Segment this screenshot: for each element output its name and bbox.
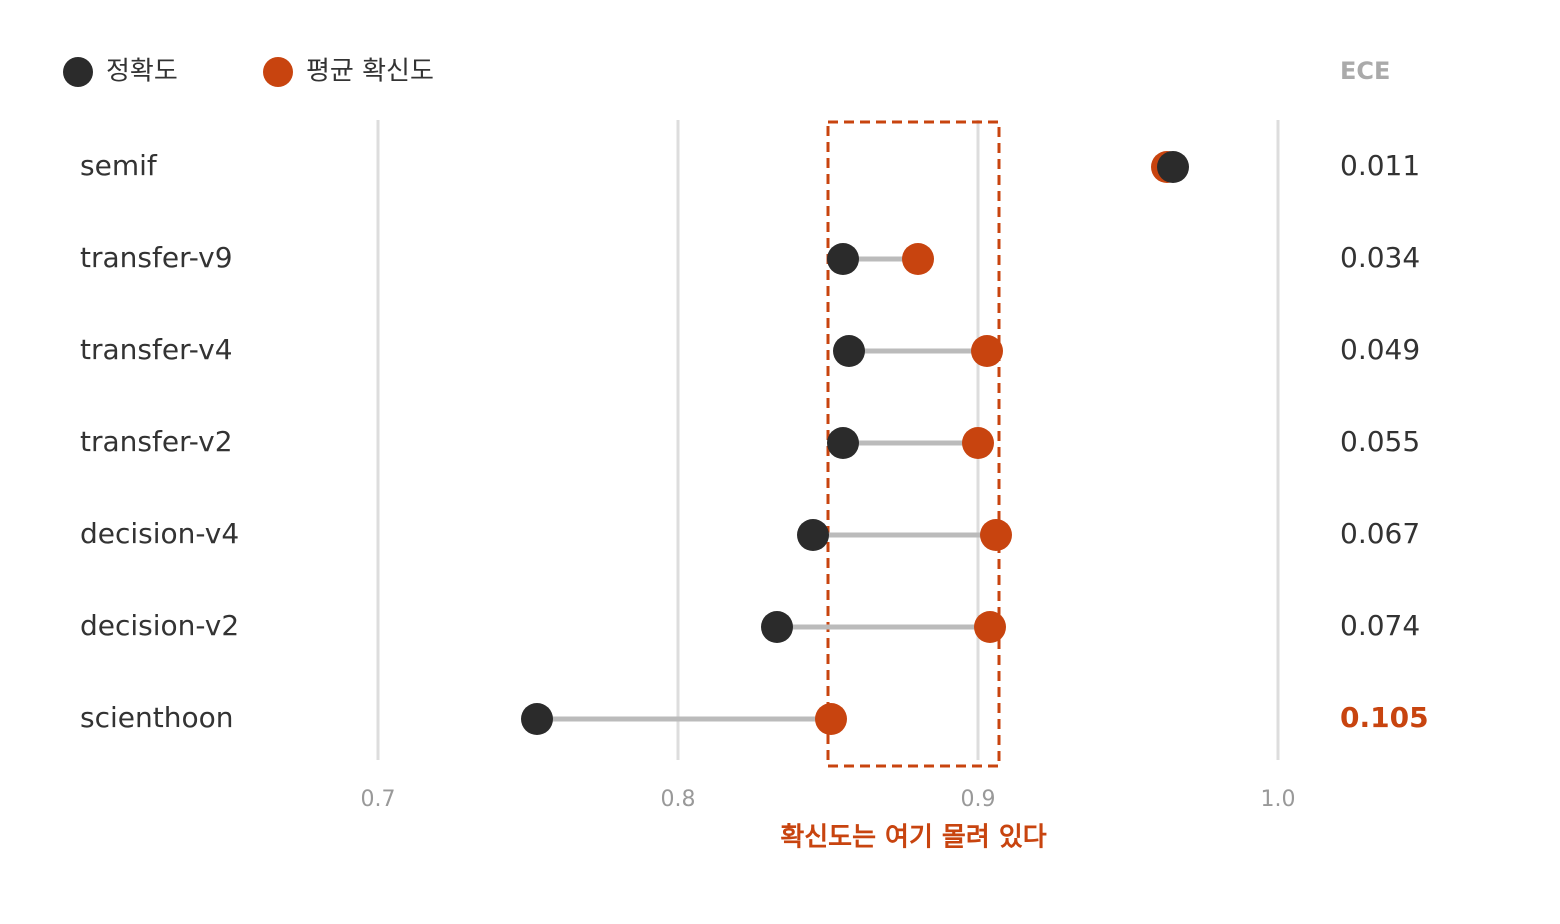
accuracy-dot (761, 611, 793, 643)
confidence-dot (902, 243, 934, 275)
row-label: scienthoon (80, 701, 233, 734)
accuracy-dot (521, 703, 553, 735)
ece-value: 0.105 (1340, 701, 1429, 734)
legend-swatch (263, 57, 293, 87)
confidence-dot (971, 335, 1003, 367)
row-label: transfer-v4 (80, 333, 233, 366)
highlight-box (826, 120, 1001, 768)
row-label: transfer-v9 (80, 241, 233, 274)
row-label: semif (80, 149, 158, 182)
ece-value: 0.011 (1340, 149, 1420, 182)
accuracy-dot (797, 519, 829, 551)
confidence-dot (974, 611, 1006, 643)
ece-header: ECE (1340, 57, 1390, 85)
legend-swatch (63, 57, 93, 87)
confidence-dot (815, 703, 847, 735)
legend-label: 평균 확신도 (306, 57, 434, 87)
ece-value: 0.034 (1340, 241, 1420, 274)
ece-value: 0.049 (1340, 333, 1420, 366)
ece-value: 0.067 (1340, 517, 1420, 550)
accuracy-dot (1157, 151, 1189, 183)
legend-label: 정확도 (106, 57, 178, 87)
annotation: 확신도는 여기 몰려 있다 (780, 823, 1046, 853)
row-label: transfer-v2 (80, 425, 233, 458)
accuracy-dot (827, 243, 859, 275)
x-tick-label: 0.7 (361, 787, 396, 812)
x-tick-label: 0.9 (961, 787, 996, 812)
x-tick-label: 0.8 (661, 787, 696, 812)
accuracy-dot (833, 335, 865, 367)
ece-value: 0.055 (1340, 425, 1420, 458)
confidence-dot (980, 519, 1012, 551)
x-tick-label: 1.0 (1261, 787, 1296, 812)
row-label: decision-v2 (80, 609, 239, 642)
row-label: decision-v4 (80, 517, 239, 550)
accuracy-dot (827, 427, 859, 459)
ece-value: 0.074 (1340, 609, 1420, 642)
confidence-dot (962, 427, 994, 459)
